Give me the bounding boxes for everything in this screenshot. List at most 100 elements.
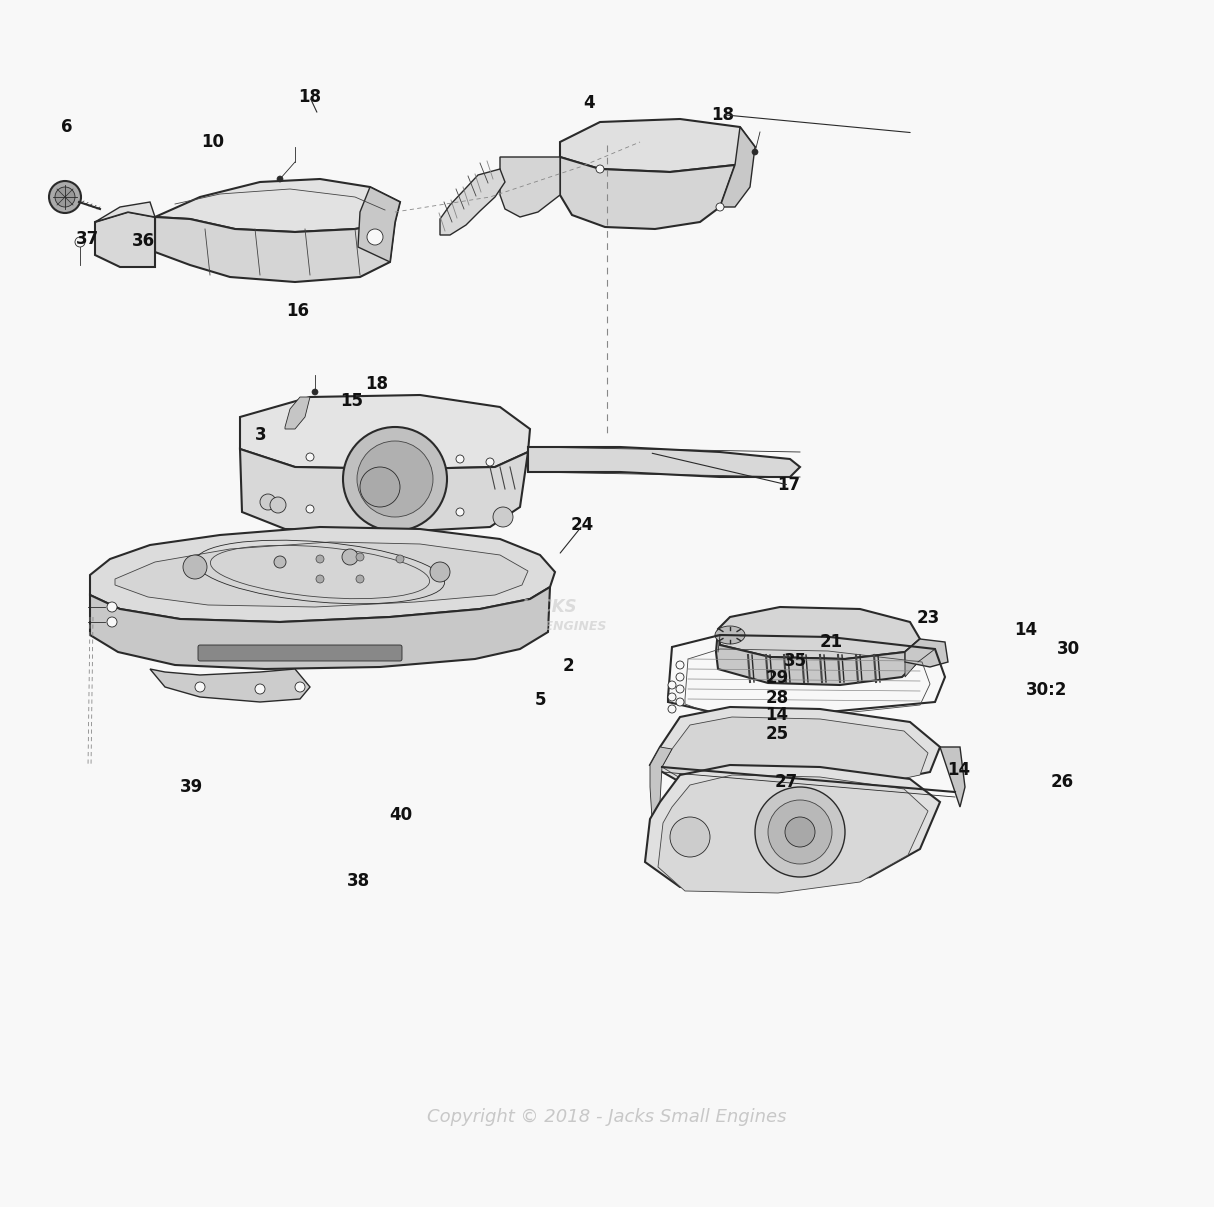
Circle shape bbox=[183, 555, 208, 579]
Circle shape bbox=[361, 467, 399, 507]
Polygon shape bbox=[240, 449, 528, 532]
Circle shape bbox=[755, 787, 845, 877]
Polygon shape bbox=[115, 542, 528, 607]
Circle shape bbox=[670, 817, 710, 857]
Text: 25: 25 bbox=[765, 725, 789, 742]
Polygon shape bbox=[90, 587, 550, 669]
Text: Copyright © 2018 - Jacks Small Engines: Copyright © 2018 - Jacks Small Engines bbox=[427, 1108, 787, 1126]
Circle shape bbox=[312, 389, 318, 395]
Polygon shape bbox=[285, 397, 310, 428]
Polygon shape bbox=[649, 707, 940, 785]
Circle shape bbox=[316, 555, 324, 562]
Circle shape bbox=[751, 148, 758, 154]
Circle shape bbox=[270, 497, 287, 513]
Circle shape bbox=[107, 617, 117, 626]
Circle shape bbox=[274, 556, 287, 568]
Polygon shape bbox=[658, 775, 927, 893]
Polygon shape bbox=[649, 747, 673, 820]
Circle shape bbox=[668, 681, 676, 689]
Circle shape bbox=[255, 684, 265, 694]
Polygon shape bbox=[560, 157, 734, 229]
Circle shape bbox=[357, 441, 433, 517]
Circle shape bbox=[785, 817, 815, 847]
Circle shape bbox=[430, 562, 450, 582]
Polygon shape bbox=[904, 639, 948, 667]
Polygon shape bbox=[155, 179, 399, 232]
Circle shape bbox=[676, 698, 683, 706]
Circle shape bbox=[55, 187, 75, 206]
Circle shape bbox=[676, 674, 683, 681]
Text: 16: 16 bbox=[287, 303, 308, 320]
Polygon shape bbox=[95, 212, 155, 267]
Polygon shape bbox=[155, 217, 395, 282]
Text: 38: 38 bbox=[346, 873, 370, 890]
Text: 18: 18 bbox=[299, 88, 320, 105]
Text: SMALL ENGINES: SMALL ENGINES bbox=[493, 620, 607, 634]
Text: 3: 3 bbox=[255, 426, 267, 443]
Text: 21: 21 bbox=[819, 634, 844, 651]
Text: 24: 24 bbox=[571, 517, 595, 533]
Polygon shape bbox=[717, 607, 920, 659]
Polygon shape bbox=[95, 202, 155, 222]
Polygon shape bbox=[439, 169, 505, 235]
Polygon shape bbox=[528, 447, 800, 477]
Ellipse shape bbox=[715, 626, 745, 645]
Text: 18: 18 bbox=[711, 106, 733, 123]
Polygon shape bbox=[151, 669, 310, 702]
Text: 29: 29 bbox=[765, 670, 789, 687]
Circle shape bbox=[596, 165, 605, 173]
Circle shape bbox=[493, 507, 514, 527]
Circle shape bbox=[456, 455, 464, 463]
Circle shape bbox=[49, 181, 81, 212]
Polygon shape bbox=[90, 527, 555, 622]
Circle shape bbox=[676, 661, 683, 669]
Circle shape bbox=[306, 505, 314, 513]
Circle shape bbox=[316, 575, 324, 583]
Polygon shape bbox=[716, 629, 920, 686]
Text: JACKS: JACKS bbox=[522, 597, 578, 616]
Text: 14: 14 bbox=[765, 706, 789, 723]
Polygon shape bbox=[720, 127, 755, 206]
Circle shape bbox=[277, 176, 283, 182]
Text: 5: 5 bbox=[534, 692, 546, 709]
Polygon shape bbox=[904, 639, 920, 677]
Circle shape bbox=[260, 494, 276, 511]
Circle shape bbox=[356, 575, 364, 583]
Polygon shape bbox=[662, 717, 927, 787]
FancyBboxPatch shape bbox=[198, 645, 402, 661]
Text: 40: 40 bbox=[388, 806, 413, 823]
Polygon shape bbox=[358, 187, 399, 262]
Text: 28: 28 bbox=[765, 689, 789, 706]
Text: 18: 18 bbox=[365, 375, 387, 392]
Circle shape bbox=[342, 549, 358, 565]
Circle shape bbox=[716, 203, 724, 211]
Text: 37: 37 bbox=[75, 231, 100, 247]
Text: 27: 27 bbox=[775, 774, 799, 791]
Text: 14: 14 bbox=[1014, 622, 1038, 639]
Circle shape bbox=[486, 457, 494, 466]
Text: 2: 2 bbox=[562, 658, 574, 675]
Circle shape bbox=[668, 693, 676, 701]
Text: 4: 4 bbox=[583, 94, 595, 111]
Circle shape bbox=[668, 705, 676, 713]
Circle shape bbox=[676, 686, 683, 693]
Text: 35: 35 bbox=[783, 653, 807, 670]
Circle shape bbox=[367, 229, 382, 245]
Text: 30:2: 30:2 bbox=[1026, 682, 1067, 699]
Text: 36: 36 bbox=[131, 233, 155, 250]
Polygon shape bbox=[500, 157, 560, 217]
Circle shape bbox=[306, 453, 314, 461]
Text: 39: 39 bbox=[180, 779, 204, 795]
Circle shape bbox=[107, 602, 117, 612]
Polygon shape bbox=[645, 765, 940, 890]
Polygon shape bbox=[940, 747, 965, 807]
Text: 10: 10 bbox=[202, 134, 223, 151]
Circle shape bbox=[295, 682, 305, 692]
Text: 26: 26 bbox=[1050, 774, 1074, 791]
Circle shape bbox=[195, 682, 205, 692]
Text: 15: 15 bbox=[341, 392, 363, 409]
Polygon shape bbox=[240, 395, 531, 470]
Circle shape bbox=[344, 427, 447, 531]
Text: 6: 6 bbox=[61, 118, 73, 135]
Text: 23: 23 bbox=[917, 610, 941, 626]
